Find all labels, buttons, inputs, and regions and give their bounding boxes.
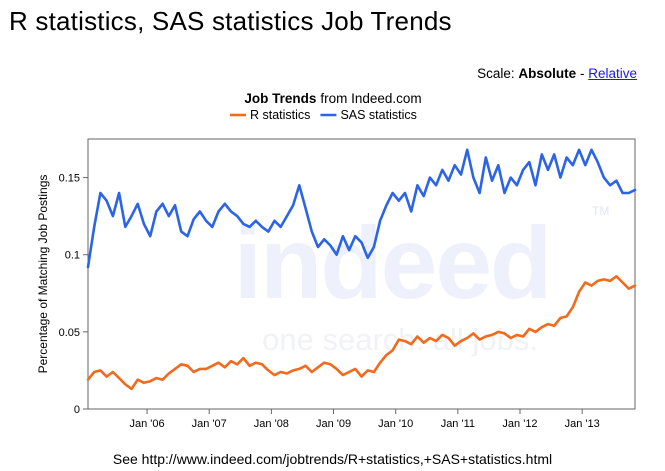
x-tick-label: Jan '12	[502, 418, 537, 430]
chart-title: Job Trends from Indeed.com	[244, 91, 421, 106]
y-tick-label: 0.15	[59, 173, 80, 185]
scale-relative-link[interactable]: Relative	[588, 66, 637, 81]
y-tick-label: 0.05	[59, 327, 80, 339]
x-tick-label: Jan '10	[378, 418, 413, 430]
scale-selector: Scale: Absolute - Relative	[477, 66, 637, 81]
x-tick-label: Jan '09	[316, 418, 351, 430]
y-tick-label: 0.1	[65, 250, 80, 262]
scale-label: Scale:	[477, 66, 515, 81]
x-tick-label: Jan '06	[129, 418, 164, 430]
plot-area-frame	[87, 138, 636, 410]
y-tick-label: 0	[74, 404, 80, 416]
y-axis-label: Percentage of Matching Job Postings	[36, 175, 50, 374]
chart-title-rest: from Indeed.com	[320, 91, 421, 106]
chart-title-bold: Job Trends	[244, 91, 316, 106]
y-axis: 0 0.05 0.1 0.15	[59, 173, 88, 416]
watermark-trademark: TM	[592, 204, 609, 218]
page-title: R statistics, SAS statistics Job Trends	[9, 6, 452, 36]
legend-label: R statistics	[250, 108, 310, 122]
scale-separator: -	[579, 66, 585, 81]
x-tick-label: Jan '11	[441, 418, 475, 430]
indeed-watermark: indeed TM one search. all jobs.	[234, 204, 610, 357]
x-axis: Jan '06 Jan '07 Jan '08 Jan '09 Jan '10 Jan '…	[129, 409, 600, 430]
job-trends-chart: indeed TM one search. all jobs. Job Tren…	[36, 91, 637, 430]
series-line-r-statistics	[86, 274, 637, 391]
source-note: See http://www.indeed.com/jobtrends/R+st…	[112, 451, 553, 467]
x-tick-label: Jan '08	[254, 418, 289, 430]
scale-absolute-option: Absolute	[518, 66, 577, 81]
legend-label: SAS statistics	[340, 108, 416, 122]
x-tick-label: Jan '07	[192, 418, 227, 430]
series-line-sas-statistics	[86, 148, 637, 269]
series-lines	[86, 148, 637, 391]
watermark-logo: indeed	[234, 206, 551, 320]
x-tick-label: Jan '13	[565, 418, 600, 430]
chart-legend: R statistics SAS statistics	[230, 108, 417, 122]
